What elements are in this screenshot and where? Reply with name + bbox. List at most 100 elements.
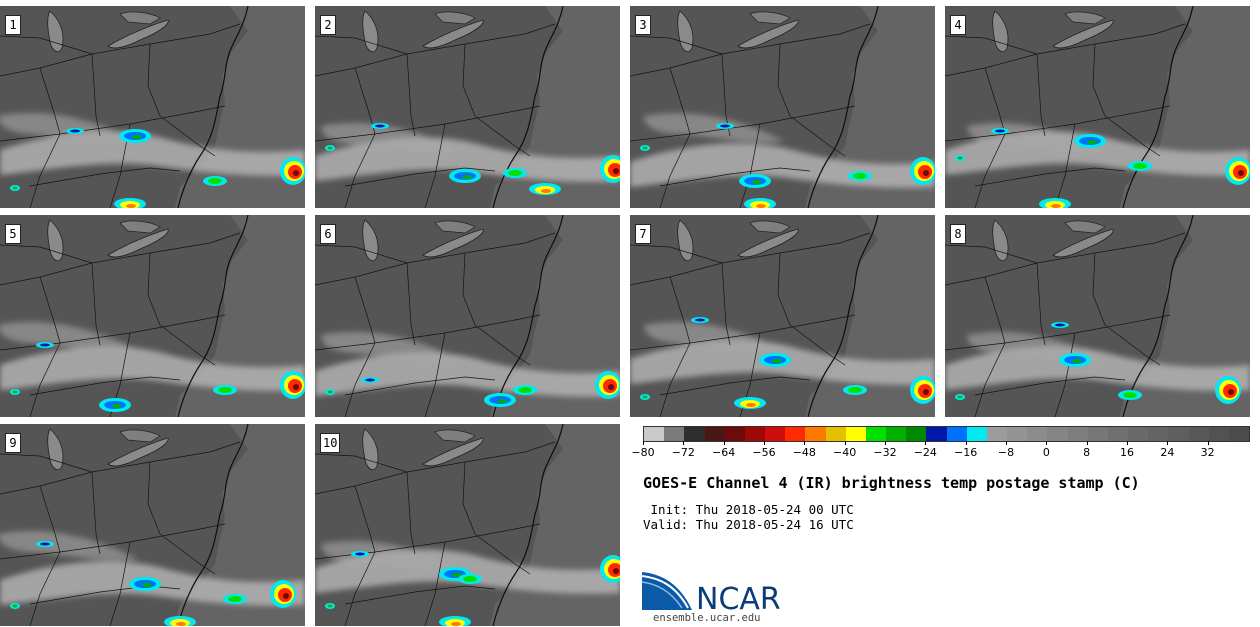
ncar-logo-mark	[642, 572, 692, 610]
colorbar-tick-label: −64	[712, 446, 736, 459]
colorbar-segment	[644, 427, 665, 441]
colorbar-segment	[1007, 427, 1028, 441]
east-coastline	[177, 6, 249, 208]
colorbar-segment	[1087, 427, 1108, 441]
lake-erie	[422, 228, 484, 258]
convective-cells	[955, 128, 1250, 208]
east-coastline	[807, 215, 879, 417]
east-coastline	[492, 215, 564, 417]
colorbar-tick-mark	[965, 441, 967, 445]
colorbar-tick-label: 0	[1042, 446, 1050, 459]
colorbar-tick-mark	[1086, 441, 1088, 445]
lake-huron	[434, 429, 476, 443]
atlantic-ocean	[805, 6, 935, 208]
cloud-bands	[315, 122, 620, 182]
state-boundaries	[0, 441, 241, 626]
cloud-bands	[0, 321, 305, 391]
ncar-wordmark: NCAR	[696, 582, 781, 614]
colorbar-segment	[765, 427, 786, 441]
ensemble-member-panel-6: 6	[315, 215, 620, 417]
state-boundaries	[0, 232, 241, 417]
colorbar-tick-mark	[1207, 441, 1209, 445]
colorbar-tick-label: 8	[1083, 446, 1091, 459]
convective-cells	[640, 317, 935, 409]
colorbar-tick-mark	[643, 441, 644, 445]
colorbar-tick-label: −72	[671, 446, 695, 459]
ir-satellite-map	[630, 6, 935, 208]
ir-satellite-map	[630, 215, 935, 417]
panel-number-label: 8	[950, 224, 966, 244]
ncar-logo: NCAR	[642, 572, 781, 614]
colorbar-segment	[946, 427, 967, 441]
lake-erie	[107, 437, 169, 467]
colorbar-ticks: −80 −72 −64 −56 −48 −40 −32 −24 −16 −8 0 8 16 24 32	[631, 441, 1248, 461]
ir-satellite-map	[315, 6, 620, 208]
ir-satellite-map	[0, 6, 305, 208]
ir-satellite-map	[945, 6, 1250, 208]
ir-satellite-map	[945, 215, 1250, 417]
panel-number-label: 7	[635, 224, 651, 244]
state-boundaries	[945, 232, 1186, 417]
colorbar-tick-mark	[1006, 441, 1007, 445]
lake-erie	[422, 19, 484, 49]
colorbar-segment	[1168, 427, 1189, 441]
ensemble-member-panel-4: 4	[945, 6, 1250, 208]
colorbar-segment	[1027, 427, 1048, 441]
convective-cells	[325, 551, 620, 626]
east-coastline	[177, 424, 249, 626]
convective-cells	[325, 371, 620, 407]
lake-erie	[1052, 228, 1114, 258]
colorbar-segment	[1128, 427, 1149, 441]
panel-number-label: 3	[635, 15, 651, 35]
ncar-url: ensemble.ucar.edu	[653, 612, 761, 624]
east-coastline	[807, 6, 879, 208]
colorbar-tick-label: −40	[833, 446, 857, 459]
colorbar-segment	[1148, 427, 1169, 441]
colorbar-segment	[825, 427, 846, 441]
lake-huron	[1064, 220, 1106, 234]
colorbar-segment	[785, 427, 806, 441]
convective-cells	[10, 541, 296, 626]
colorbar-tick-label: −48	[792, 446, 816, 459]
lake-huron	[119, 220, 161, 234]
colorbar-segment	[1047, 427, 1068, 441]
lake-erie	[422, 437, 484, 467]
colorbar-segment	[865, 427, 887, 441]
valid-time: Valid: Thu 2018-05-24 16 UTC	[643, 517, 854, 532]
east-coastline	[1122, 215, 1194, 417]
ensemble-member-panel-10: 10	[315, 424, 620, 626]
atlantic-ocean	[490, 215, 620, 417]
colorbar-segment	[1228, 427, 1250, 441]
colorbar-tick-mark	[925, 441, 927, 445]
panel-number-label: 6	[320, 224, 336, 244]
state-boundaries	[315, 23, 556, 208]
colorbar-tick-mark	[723, 441, 725, 445]
cloud-bands	[0, 112, 305, 176]
colorbar-segment	[886, 427, 907, 441]
ir-satellite-map	[0, 215, 305, 417]
ensemble-member-panel-5: 5	[0, 215, 305, 417]
convective-cells	[10, 342, 305, 412]
convective-cells	[10, 128, 305, 208]
colorbar-tick-label: 16	[1120, 446, 1134, 459]
ensemble-member-panel-2: 2	[315, 6, 620, 208]
lake-erie	[107, 19, 169, 49]
colorbar-segment	[986, 427, 1008, 441]
ir-satellite-map	[315, 215, 620, 417]
colorbar-segment	[1067, 427, 1088, 441]
ensemble-member-panel-1: 1	[0, 6, 305, 208]
colorbar-tick-mark	[885, 441, 886, 445]
colorbar-segment	[966, 427, 987, 441]
panel-number-label: 1	[5, 15, 21, 35]
panel-number-label: 10	[320, 433, 341, 453]
ir-satellite-map	[0, 424, 305, 626]
lake-huron	[749, 11, 791, 25]
ensemble-member-panel-7: 7	[630, 215, 935, 417]
colorbar-tick-label: −80	[631, 446, 655, 459]
colorbar-tick-label: −56	[752, 446, 776, 459]
colorbar-segment	[1188, 427, 1209, 441]
colorbar-segment	[724, 427, 745, 441]
ensemble-member-panel-8: 8	[945, 215, 1250, 417]
state-boundaries	[945, 23, 1186, 208]
ir-satellite-map	[315, 424, 620, 626]
